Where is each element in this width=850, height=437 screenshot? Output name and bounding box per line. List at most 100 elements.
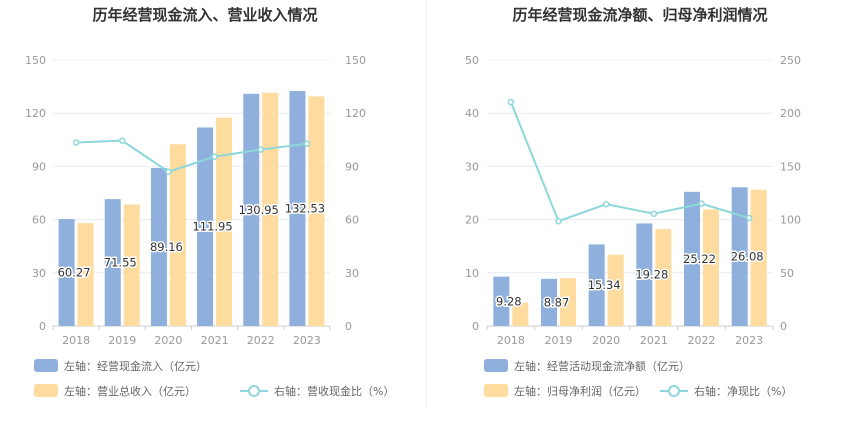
ratio-line [509,101,750,223]
y-right-tick-label: 250 [780,54,801,67]
bar-secondary [216,117,233,326]
x-tick-label: 2018 [62,334,90,347]
legend-swatch-secondary [34,384,58,397]
bar-secondary [262,92,279,326]
bar-data-label: 26.08 [731,250,764,264]
bar-secondary [77,223,94,326]
bar-primary [684,191,700,326]
bar-data-label: 89.16 [150,240,183,254]
chart-title: 历年经营现金流入、营业收入情况 [92,6,317,24]
bar-primary [493,276,510,326]
bar-secondary [169,144,186,326]
y-right-tick-label: 120 [345,107,366,120]
legend-swatch-primary [34,359,58,372]
bar-primary [636,223,653,326]
ratio-point [303,140,311,147]
bar-primary [289,90,306,326]
bar-primary [104,199,121,326]
x-tick-label: 2022 [688,334,716,347]
y-right-tick-label: 50 [780,267,794,280]
x-tick-label: 2020 [154,334,182,347]
bar-data-label: 8.87 [544,295,570,309]
y-right-tick-label: 150 [780,160,801,173]
ratio-line [76,139,308,173]
ratio-point [602,200,610,208]
y-left-tick-label: 90 [32,160,46,173]
ratio-point [555,217,562,225]
x-tick-label: 2018 [497,334,525,347]
y-right-tick-label: 100 [780,214,801,227]
chart-title: 历年经营现金流净额、归母净利润情况 [512,6,767,24]
bar-data-label: 19.28 [635,268,668,282]
chart-left: 历年经营现金流入、营业收入情况 0 30 60 90 120 150 0 30 60 90 120 15… [25,6,394,398]
y-right-tick-label: 150 [345,54,366,67]
legend-swatch-line-marker [248,385,260,397]
y-right-tick-label: 30 [345,267,359,280]
legend-label-primary: 左轴：经营现金流入（亿元） [64,359,207,373]
y-left-tick-label: 20 [465,214,479,227]
bar-data-label: 9.28 [496,294,522,308]
ratio-point [745,214,753,222]
ratio-point [698,200,705,207]
y-left-tick-label: 120 [25,107,46,120]
bar-secondary [607,254,624,326]
y-left-tick-label: 30 [465,160,479,173]
bar-data-label: 132.53 [285,201,325,215]
y-right-tick-label: 0 [345,320,352,333]
bar-data-label: 130.95 [239,203,279,217]
bar-secondary [560,278,576,326]
ratio-point [257,146,264,153]
ratio-point [119,137,126,144]
x-tick-label: 2021 [640,334,668,347]
y-left-tick-label: 150 [25,54,46,67]
bar-primary [58,219,75,326]
x-tick-label: 2019 [108,334,136,347]
y-left-tick-label: 10 [465,267,479,280]
bar-primary [588,244,605,326]
panel-divider [426,0,427,408]
bar-primary [541,278,557,326]
x-tick-label: 2019 [545,334,573,347]
bar-data-label: 111.95 [192,220,232,234]
bar-primary [731,187,748,326]
bar-primary [150,167,167,326]
y-left-tick-label: 50 [465,54,479,67]
y-right-tick-label: 60 [345,214,359,227]
bar-data-label: 25.22 [683,252,716,266]
bar-secondary [123,204,140,326]
bar-secondary [703,209,719,326]
bar-secondary [655,229,672,326]
legend-swatch-secondary [484,384,508,397]
legend-label-secondary: 左轴：归母净利润（亿元） [514,384,646,398]
ratio-point [507,98,515,106]
ratio-point [211,153,218,160]
y-right-tick-label: 200 [780,107,801,120]
bar-data-label: 71.55 [104,256,137,270]
x-tick-label: 2021 [201,334,229,347]
ratio-point [650,210,658,217]
x-tick-label: 2020 [592,334,620,347]
ratio-point [72,139,80,146]
legend-label-primary: 左轴：经营活动现金流净额（亿元） [514,359,690,373]
bar-secondary [308,96,325,326]
y-left-tick-label: 40 [465,107,479,120]
x-tick-label: 2022 [247,334,275,347]
legend-label-line: 右轴：净现比（%） [694,384,792,398]
legend-swatch-line-marker [668,385,680,397]
bar-primary [197,127,214,326]
ratio-point [165,168,172,175]
y-right-tick-label: 0 [780,320,787,333]
legend-swatch-primary [484,359,508,372]
x-tick-label: 2023 [735,334,763,347]
y-right-tick-label: 90 [345,160,359,173]
y-left-tick-label: 60 [32,214,46,227]
bar-data-label: 60.27 [58,266,91,280]
legend-label-line: 右轴：营收现金比（%） [274,384,394,398]
y-left-tick-label: 30 [32,267,46,280]
bar-data-label: 15.34 [588,278,621,292]
y-left-tick-label: 0 [39,320,46,333]
x-tick-label: 2023 [293,334,321,347]
bar-secondary [512,302,529,326]
